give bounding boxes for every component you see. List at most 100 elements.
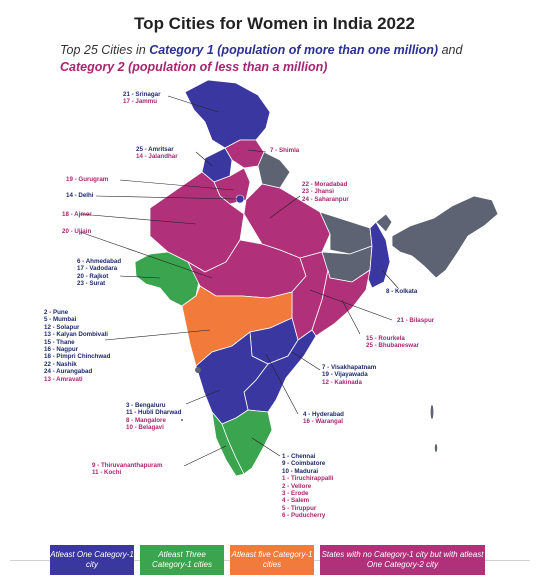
subtitle-text-1: Top 25 Cities in <box>60 43 150 57</box>
label-chennai-cat1: 1 - Chennai <box>282 453 316 460</box>
state-jammu-kashmir <box>184 79 271 149</box>
leader-line-kolkata <box>381 269 399 289</box>
state-odisha <box>311 269 371 337</box>
state-goa <box>195 367 201 373</box>
label-aurangabad-cat1: 24 - Aurangabad <box>44 368 93 376</box>
label-tiruppur-cat2: 5 - Tiruppur <box>282 504 317 512</box>
leader-line-ajmer <box>79 213 197 225</box>
leader-line-gujarat <box>119 275 161 279</box>
label-kerala: 9 - Thiruvananthapuram 11 - Kochi <box>92 462 162 477</box>
label-bilaspur-cat2: 21 - Bilaspur <box>397 317 435 324</box>
state-sikkim <box>375 213 393 233</box>
label-pune-cat1: 2 - Pune <box>44 309 69 316</box>
label-nashik-cat1: 22 - Nashik <box>44 360 77 368</box>
state-uttarakhand <box>257 151 291 189</box>
label-kalyan-cat1: 13 - Kalyan Dombivali <box>44 331 108 339</box>
label-thane-cat1: 15 - Thane <box>44 338 75 346</box>
label-gurugram: 19 - Gurugram <box>66 176 108 183</box>
label-mumbai-cat1: 5 - Mumbai <box>44 316 77 324</box>
map-title: Top Cities for Women in India 2022 <box>134 14 415 33</box>
label-ajmer-cat2: 18 - Ajmer <box>62 211 92 218</box>
label-mangalore-cat2: 8 - Mangalore <box>126 416 166 424</box>
leader-line-maharashtra <box>104 329 211 341</box>
label-jalandhar-cat2: 14 - Jalandhar <box>136 153 178 161</box>
label-visakhapatnam-cat1: 7 - Visakhapatnam <box>322 364 377 371</box>
state-uttar-pradesh <box>243 183 331 259</box>
label-kochi-cat2: 11 - Kochi <box>92 469 122 477</box>
label-tamilnadu: 1 - Chennai 9 - Coimbatore 10 - Madurai 1 -… <box>282 453 333 520</box>
legend-category-1-text: Atleast One Category-1 city <box>50 550 134 569</box>
label-hyderabad-cat1: 4 - Hyderabad <box>303 411 344 418</box>
leader-lines <box>79 95 399 467</box>
leader-line-tamilnadu <box>251 437 281 457</box>
label-bilaspur: 21 - Bilaspur <box>397 317 434 324</box>
label-puducherry-cat2: 6 - Puducherry <box>282 512 326 520</box>
label-ujjain: 20 - Ujjain <box>62 228 91 235</box>
legend-category-1: Atleast One Category-1 city <box>50 545 134 575</box>
leader-line-kerala <box>183 445 227 467</box>
legend-three-category-1: Atleast Three Category-1 cities <box>140 545 224 575</box>
leader-line-karnataka <box>185 389 221 405</box>
leader-line-shimla <box>247 149 267 153</box>
label-madurai-cat1: 10 - Madurai <box>282 467 319 475</box>
label-surat-cat1: 23 - Surat <box>77 280 106 288</box>
label-karnataka: 3 - Bengaluru 11 - Hubli Dharwad 8 - Manga… <box>126 402 181 432</box>
legend-five-category-1: Atleast five Category-1 cities <box>230 545 314 575</box>
label-rajkot-cat1: 20 - Rajkot <box>77 272 109 280</box>
leader-line-srinagar <box>167 95 219 113</box>
label-kakinada-cat2: 12 - Kakinada <box>322 378 362 386</box>
label-delhi-cat1: 14 - Delhi <box>66 192 94 199</box>
label-maharashtra: 2 - Pune 5 - Mumbai 12 - Solapur 13 - Kalya… <box>44 309 110 383</box>
label-vellore-cat2: 2 - Vellore <box>282 482 312 490</box>
label-srinagar: 21 - Srinagar 17 - Jammu <box>123 91 161 106</box>
label-kolkata: 8 - Kolkata <box>386 288 417 295</box>
label-salem-cat2: 4 - Salem <box>282 497 310 505</box>
leader-line-hyderabad <box>265 353 299 415</box>
label-rourkela-cat2: 15 - Rourkela <box>366 335 405 342</box>
label-warangal-cat2: 16 - Warangal <box>303 418 344 426</box>
label-vizag: 7 - Visakhapatnam 19 - Vijayawada 12 - Kak… <box>322 364 376 386</box>
label-thiruvananthapuram-cat2: 9 - Thiruvananthapuram <box>92 462 163 469</box>
label-ajmer: 18 - Ajmer <box>62 211 92 218</box>
label-kolkata-cat1: 8 - Kolkata <box>386 288 418 295</box>
subtitle-text-2: and <box>438 43 463 57</box>
label-srinagar-cat1: 21 - Srinagar <box>123 91 161 98</box>
label-amritsar-cat1: 25 - Amritsar <box>136 146 174 153</box>
label-vadodara-cat1: 17 - Vadodara <box>77 265 118 273</box>
leader-line-gurugram <box>119 179 235 191</box>
label-bengaluru-cat1: 3 - Bengaluru <box>126 402 166 409</box>
leader-line-vizag <box>291 351 321 371</box>
label-hubli-cat1: 11 - Hubli Dharwad <box>126 409 182 417</box>
leader-line-delhi <box>95 195 239 200</box>
label-saharanpur-cat2: 24 - Saharanpur <box>302 195 349 203</box>
leader-line-moradabad <box>269 195 301 219</box>
legend-five-category-1-text: Atleast five Category-1 cities <box>231 550 313 569</box>
lakshadweep-islands <box>181 419 183 421</box>
state-tamil-nadu <box>221 409 273 475</box>
label-amravati-cat2: 13 - Amravati <box>44 375 83 383</box>
label-rourkela: 15 - Rourkela 25 - Bhubaneswar <box>366 335 419 350</box>
leader-line-rourkela <box>341 299 361 335</box>
legend-three-category-1-text: Atleast Three Category-1 cities <box>151 550 213 569</box>
label-jammu-cat2: 17 - Jammu <box>123 98 158 106</box>
label-delhi: 14 - Delhi <box>66 192 94 199</box>
label-gujarat: 6 - Ahmedabad 17 - Vadodara 20 - Rajkot 23 … <box>77 258 121 288</box>
label-belagavi-cat2: 10 - Belagavi <box>126 424 164 432</box>
leader-line-bilaspur <box>309 289 393 321</box>
map-subtitle: Top 25 Cities in Category 1 (population … <box>60 42 520 76</box>
label-shimla: 7 - Shimla <box>270 147 299 154</box>
category-1-text: Category 1 (population of more than one … <box>149 43 439 57</box>
label-erode-cat2: 3 - Erode <box>282 490 309 498</box>
label-solapur-cat1: 12 - Solapur <box>44 323 80 331</box>
category-2-text: Category 2 (population of less than a mi… <box>60 60 328 74</box>
nicobar-islands <box>434 444 438 452</box>
andaman-islands <box>430 405 434 419</box>
label-shimla-cat2: 7 - Shimla <box>270 147 300 154</box>
label-pimpri-cat1: 18 - Pimpri Chinchwad <box>44 353 111 361</box>
state-northeast <box>391 195 499 279</box>
label-ahmedabad-cat1: 6 - Ahmedabad <box>77 258 122 265</box>
legend-category-2-only: States with no Category-1 city but with … <box>320 545 485 575</box>
label-bhubaneswar-cat2: 25 - Bhubaneswar <box>366 342 419 350</box>
label-hyderabad: 4 - Hyderabad 16 - Warangal <box>303 411 344 426</box>
